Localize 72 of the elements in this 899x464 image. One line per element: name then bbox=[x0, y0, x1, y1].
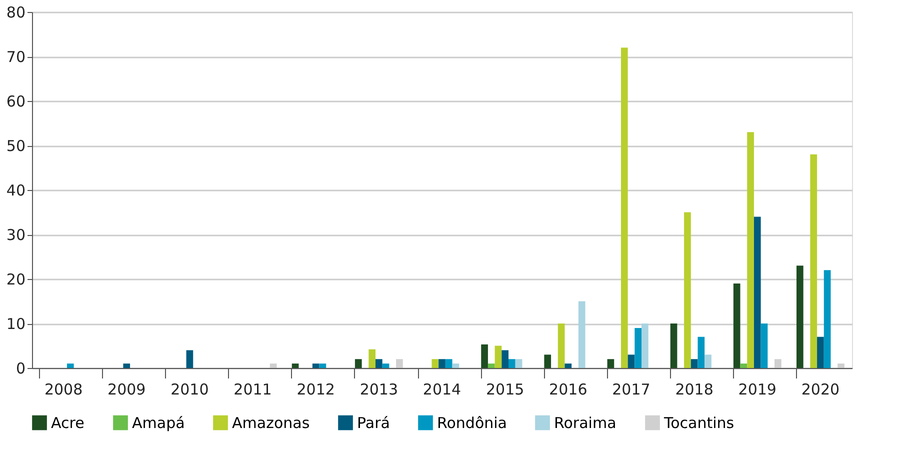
x-tick-label: 2020 bbox=[801, 380, 840, 398]
bar bbox=[438, 359, 446, 368]
bar bbox=[544, 354, 552, 368]
y-tick-label: 60 bbox=[6, 92, 26, 110]
legend-label: Acre bbox=[51, 414, 84, 432]
bar bbox=[558, 324, 565, 368]
bar bbox=[515, 359, 522, 368]
bar bbox=[319, 364, 326, 368]
bar bbox=[508, 359, 516, 368]
bar bbox=[123, 364, 130, 368]
bar bbox=[810, 154, 818, 368]
y-tick-label: 10 bbox=[6, 315, 26, 333]
legend-label: Pará bbox=[357, 414, 390, 432]
bar bbox=[502, 350, 508, 368]
bar bbox=[607, 359, 614, 368]
y-tick-label: 70 bbox=[6, 48, 26, 66]
y-tick-label: 40 bbox=[6, 182, 26, 200]
bar bbox=[292, 364, 299, 368]
legend-label: Amazonas bbox=[232, 414, 310, 432]
bar bbox=[186, 350, 194, 368]
bar bbox=[760, 324, 768, 368]
bar bbox=[628, 354, 635, 368]
bar bbox=[578, 301, 586, 368]
bar bbox=[690, 359, 698, 368]
x-tick-label: 2014 bbox=[422, 380, 462, 398]
x-tick-label: 2009 bbox=[108, 380, 146, 398]
bar bbox=[494, 346, 502, 368]
bar bbox=[796, 266, 804, 368]
y-tick-label: 0 bbox=[16, 360, 26, 378]
bar bbox=[368, 349, 376, 368]
bar bbox=[747, 132, 754, 368]
bar bbox=[66, 364, 74, 368]
y-tick-label: 30 bbox=[6, 226, 26, 244]
bar bbox=[824, 270, 831, 368]
bar bbox=[704, 354, 712, 368]
x-tick-label: 2019 bbox=[738, 380, 776, 398]
bar bbox=[733, 283, 740, 368]
legend-label: Amapá bbox=[132, 414, 185, 432]
bar bbox=[634, 328, 642, 368]
bar bbox=[354, 359, 362, 368]
y-tick-label: 80 bbox=[6, 4, 26, 22]
bar bbox=[670, 324, 678, 368]
bar bbox=[740, 364, 748, 368]
bar bbox=[684, 212, 691, 368]
bar bbox=[817, 336, 824, 368]
bar bbox=[642, 324, 648, 368]
bar bbox=[376, 359, 382, 368]
bar bbox=[445, 359, 452, 368]
x-tick-label: 2011 bbox=[234, 380, 272, 398]
legend-label: Rondônia bbox=[437, 414, 507, 432]
legend-label: Roraima bbox=[554, 414, 616, 432]
x-tick-label: 2012 bbox=[296, 380, 335, 398]
bar bbox=[698, 336, 705, 368]
bar bbox=[382, 364, 390, 368]
bar bbox=[754, 216, 761, 368]
x-tick-label: 2018 bbox=[675, 380, 714, 398]
bar bbox=[312, 364, 320, 368]
bar bbox=[564, 364, 572, 368]
x-tick-label: 2008 bbox=[44, 380, 83, 398]
x-tick-label: 2017 bbox=[612, 380, 650, 398]
bar bbox=[620, 48, 628, 368]
bar bbox=[452, 364, 460, 368]
bar bbox=[481, 344, 488, 368]
x-tick-label: 2013 bbox=[360, 380, 398, 398]
y-tick-label: 50 bbox=[6, 137, 26, 155]
x-tick-label: 2016 bbox=[549, 380, 588, 398]
bar bbox=[432, 359, 439, 368]
x-tick-label: 2015 bbox=[486, 380, 524, 398]
x-tick-label: 2010 bbox=[170, 380, 209, 398]
y-tick-label: 20 bbox=[6, 270, 26, 288]
legend-label: Tocantins bbox=[663, 414, 734, 432]
bar bbox=[488, 364, 495, 368]
